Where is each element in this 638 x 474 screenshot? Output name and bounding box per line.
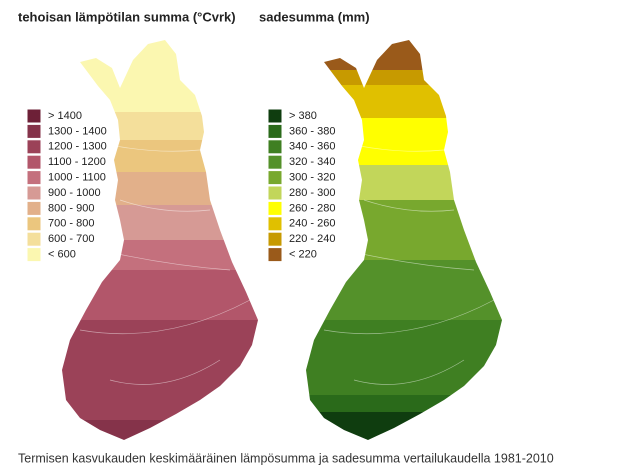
legend-label: 1000 - 1100 xyxy=(48,172,106,184)
map-region xyxy=(306,40,502,70)
legend-label: < 600 xyxy=(48,249,76,261)
legend-swatch xyxy=(26,185,42,201)
legend-label: 280 - 300 xyxy=(289,187,335,199)
legend-label: 240 - 260 xyxy=(289,218,335,230)
legend-swatch xyxy=(267,216,283,232)
legend-label: 700 - 800 xyxy=(48,218,94,230)
legend-label: 300 - 320 xyxy=(289,172,335,184)
legend-label: 1300 - 1400 xyxy=(48,125,107,137)
legend-swatch xyxy=(26,123,42,139)
map-region xyxy=(62,420,258,440)
region-border xyxy=(353,359,465,385)
legend-swatch xyxy=(267,185,283,201)
map-region xyxy=(62,40,258,112)
legend-label: 320 - 340 xyxy=(289,156,335,168)
map-title: sadesumma (mm) xyxy=(259,9,370,24)
legend-label: > 380 xyxy=(289,110,317,122)
legend-label: > 1400 xyxy=(48,110,82,122)
legend-swatch xyxy=(267,123,283,139)
legend-label: 600 - 700 xyxy=(48,233,94,245)
map-region xyxy=(306,395,502,412)
map-region xyxy=(306,85,502,118)
legend-swatch xyxy=(26,139,42,155)
caption: Termisen kasvukauden keskimääräinen lämp… xyxy=(18,451,554,465)
map-region xyxy=(306,320,502,395)
legend-swatch xyxy=(267,170,283,186)
legend-label: 220 - 240 xyxy=(289,233,335,245)
legend-swatch xyxy=(26,231,42,247)
legend-swatch xyxy=(26,200,42,216)
map-region xyxy=(62,320,258,420)
legend-swatch xyxy=(267,108,283,124)
map-region xyxy=(306,260,502,320)
legend-label: < 220 xyxy=(289,249,317,261)
legend-swatch xyxy=(267,139,283,155)
legend-swatch xyxy=(26,154,42,170)
legend-swatch xyxy=(267,247,283,263)
legend-swatch xyxy=(267,231,283,247)
legend-swatch xyxy=(267,154,283,170)
legend-label: 1100 - 1200 xyxy=(48,156,106,168)
legend-label: 260 - 280 xyxy=(289,202,335,214)
map-region xyxy=(306,412,502,440)
legend-label: 360 - 380 xyxy=(289,125,335,137)
region-border xyxy=(109,359,221,385)
legend-label: 340 - 360 xyxy=(289,141,335,153)
map-region xyxy=(62,270,258,320)
legend-swatch xyxy=(26,170,42,186)
region-border xyxy=(119,199,211,212)
region-border xyxy=(323,299,495,335)
map-title: tehoisan lämpötilan summa (°Cvrk) xyxy=(18,9,236,24)
legend-label: 900 - 1000 xyxy=(48,187,101,199)
map-region xyxy=(306,70,502,85)
legend-swatch xyxy=(26,108,42,124)
region-border xyxy=(79,299,251,335)
region-border xyxy=(363,199,455,212)
legend-swatch xyxy=(26,216,42,232)
legend-swatch xyxy=(26,247,42,263)
legend-label: 800 - 900 xyxy=(48,202,94,214)
legend-swatch xyxy=(267,200,283,216)
legend-label: 1200 - 1300 xyxy=(48,141,107,153)
